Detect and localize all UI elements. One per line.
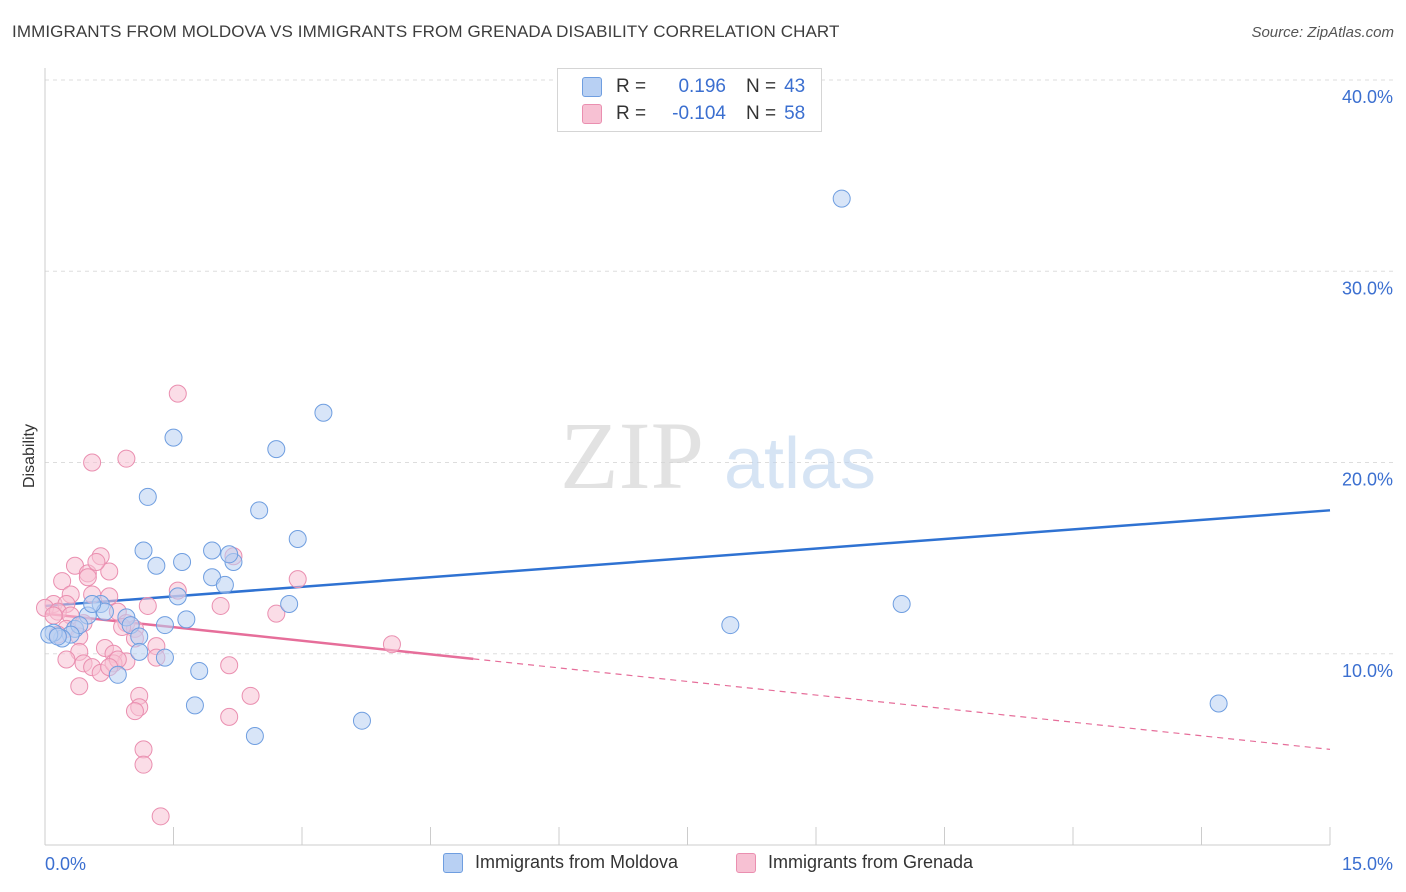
grenada-point [151, 807, 170, 826]
y-tick-label: 40.0% [1342, 87, 1393, 107]
grenada-point [267, 604, 286, 623]
grenada-legend-swatch [736, 852, 756, 873]
moldova-point [173, 552, 192, 571]
x-tick-labels: 0.0% 15.0% [45, 854, 1393, 874]
r-label: R = [616, 76, 647, 97]
watermark-atlas: atlas [724, 424, 876, 504]
grenada-point [57, 650, 76, 669]
moldova-point [352, 711, 371, 730]
moldova-point [190, 661, 209, 680]
moldova-point [892, 595, 911, 614]
axes [44, 68, 1331, 846]
moldova-point [314, 403, 333, 422]
grenada-trend-extension [473, 658, 1331, 750]
grenada-point [138, 596, 157, 615]
grenada-point [117, 449, 136, 468]
y-tick-label: 30.0% [1342, 278, 1393, 298]
grenada-point [100, 562, 119, 581]
n-label: N = [746, 103, 777, 124]
grenada-point [83, 453, 102, 472]
x-tick-label: 0.0% [45, 854, 86, 874]
moldova-point [155, 616, 174, 635]
moldova-point [185, 696, 204, 715]
grenada-point [87, 552, 106, 571]
moldova-point [250, 501, 269, 520]
grenada-point [220, 656, 239, 675]
grenada-point [382, 635, 401, 654]
chart-title: IMMIGRANTS FROM MOLDOVA VS IMMIGRANTS FR… [12, 22, 840, 41]
y-tick-label: 20.0% [1342, 470, 1393, 490]
moldova-point [155, 648, 174, 667]
moldova-point [203, 541, 222, 560]
trend-lines [44, 509, 1331, 750]
n-value: 58 [784, 103, 806, 124]
moldova-point [832, 189, 851, 208]
grenada-point [53, 572, 72, 591]
moldova-point [1209, 694, 1228, 713]
moldova-point [168, 587, 187, 606]
r-value: 0.196 [678, 76, 726, 97]
moldova-point [288, 530, 307, 548]
moldova-point [177, 610, 196, 629]
grenada-point [134, 755, 153, 774]
grenada-point [288, 570, 307, 589]
grenada-point [70, 677, 89, 696]
source-label: Source: ZipAtlas.com [1251, 24, 1394, 41]
legend-item-moldova: Immigrants from Moldova [443, 852, 678, 873]
grenada-point [44, 606, 63, 625]
moldova-point [130, 627, 149, 646]
moldova-point [164, 428, 183, 447]
moldova-trend-line [44, 509, 1331, 608]
y-tick-label: 10.0% [1342, 661, 1393, 681]
grenada-point [78, 568, 97, 587]
grid-lines [45, 79, 1395, 655]
watermark-zip: ZIP [560, 402, 704, 509]
moldova-point [134, 541, 153, 560]
stats-legend: R = 0.196 N = 43 R = -0.104 N = 58 [557, 68, 822, 132]
grenada-point [241, 686, 260, 705]
grenada-point [134, 740, 153, 759]
moldova-point [130, 642, 149, 661]
moldova-point [108, 665, 127, 684]
grenada-point [125, 702, 144, 721]
grenada-swatch [582, 104, 602, 124]
stats-row-grenada: R = -0.104 N = 58 [582, 103, 805, 125]
legend-item-grenada: Immigrants from Grenada [736, 852, 973, 873]
moldova-point [267, 440, 286, 459]
moldova-swatch [582, 77, 602, 97]
y-tick-labels: 10.0% 20.0% 30.0% 40.0% [1342, 87, 1393, 681]
x-tick-label: 15.0% [1342, 854, 1393, 874]
moldova-point [147, 556, 166, 575]
moldova-point [280, 595, 299, 614]
moldova-point [138, 487, 157, 506]
grenada-point [168, 384, 187, 403]
n-value: 43 [784, 76, 806, 97]
grenada-point [220, 707, 239, 726]
n-label: N = [746, 76, 777, 97]
moldova-point [48, 627, 67, 646]
moldova-legend-swatch [443, 852, 463, 873]
y-axis-label: Disability [21, 424, 38, 488]
legend-label-moldova: Immigrants from Moldova [475, 852, 679, 872]
moldova-point [83, 595, 102, 614]
r-label: R = [616, 103, 647, 124]
data-points [36, 189, 1228, 826]
moldova-point [245, 726, 264, 745]
watermark: ZIP atlas [560, 402, 876, 509]
r-value: -0.104 [672, 103, 726, 124]
moldova-point [220, 545, 239, 564]
moldova-point [215, 575, 234, 594]
stats-row-moldova: R = 0.196 N = 43 [582, 76, 805, 98]
grenada-point [211, 596, 230, 615]
legend-label-grenada: Immigrants from Grenada [768, 852, 974, 872]
moldova-point [721, 616, 740, 635]
